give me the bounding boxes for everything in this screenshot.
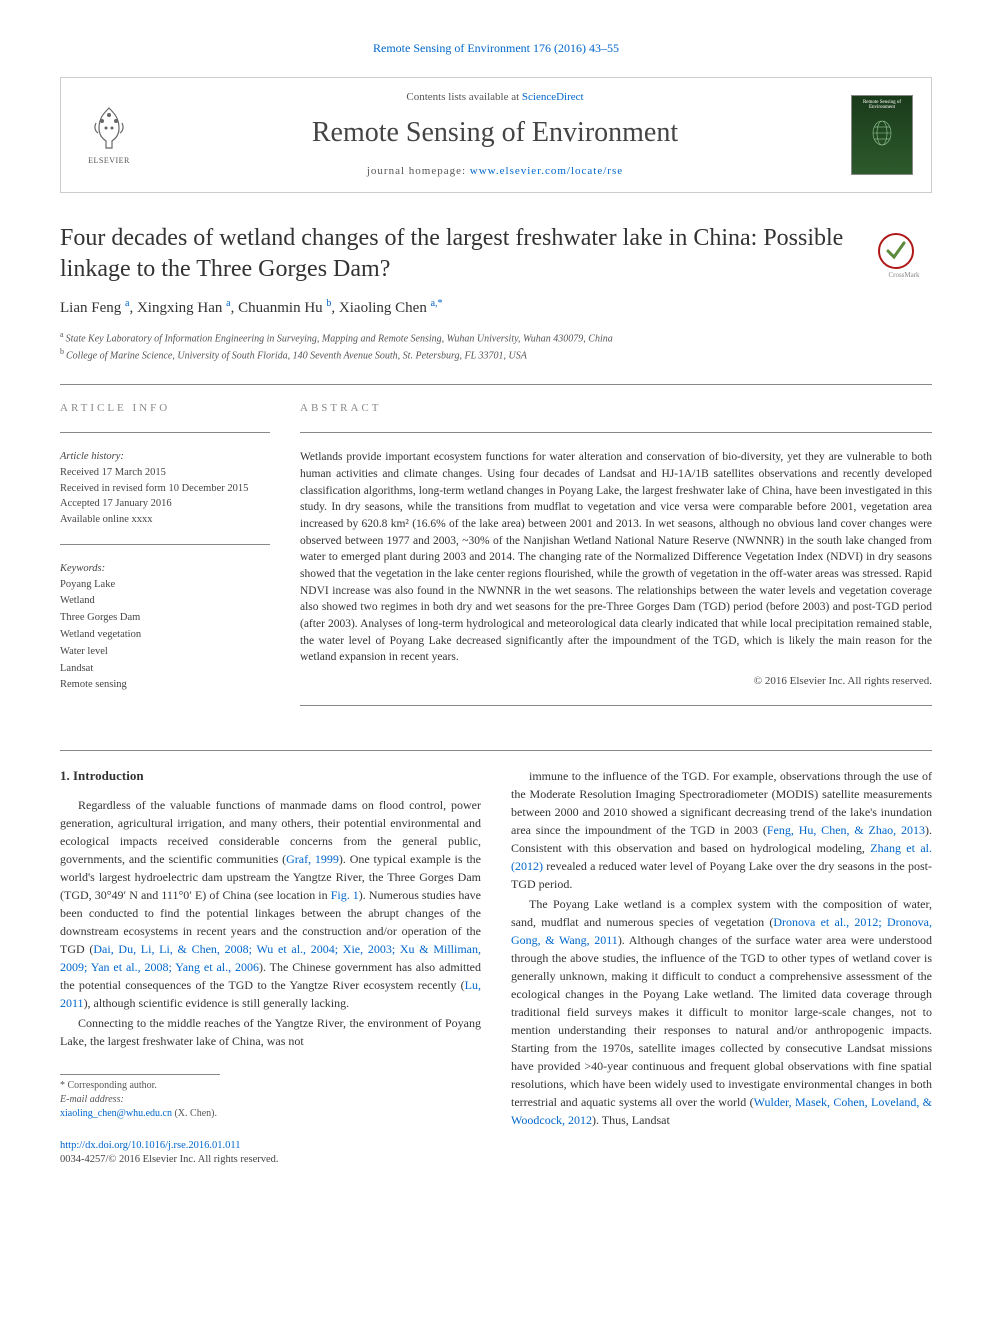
abstract-heading: ABSTRACT [300,401,932,416]
divider [60,750,932,751]
journal-citation: Remote Sensing of Environment 176 (2016)… [60,40,932,57]
elsevier-logo[interactable]: ELSEVIER [79,100,139,170]
citation-link[interactable]: Graf, 1999 [286,852,339,866]
affiliations: a State Key Laboratory of Information En… [60,329,932,364]
contents-available: Contents lists available at ScienceDirec… [139,90,851,105]
keywords-block: Keywords: Poyang LakeWetlandThree Gorges… [60,561,270,694]
divider [60,432,270,433]
citation-link[interactable]: Feng, Hu, Chen, & Zhao, 2013 [767,823,925,837]
citation-link[interactable]: Remote Sensing of Environment 176 (2016)… [373,41,619,55]
author-affiliation-marker[interactable]: a [125,298,129,309]
authors-line: Lian Feng a, Xingxing Han a, Chuanmin Hu… [60,297,932,319]
journal-cover-thumbnail[interactable]: Remote Sensing of Environment [851,95,913,175]
sciencedirect-link[interactable]: ScienceDirect [522,91,584,103]
abstract-copyright: © 2016 Elsevier Inc. All rights reserved… [300,674,932,689]
body-column-left: Regardless of the valuable functions of … [60,796,481,1050]
divider [300,705,932,706]
divider [60,544,270,545]
citation-link[interactable]: Lu, 2011 [60,978,481,1010]
cover-globe-icon [870,117,894,149]
section-heading: 1. Introduction [60,767,481,785]
article-title: Four decades of wetland changes of the l… [60,223,856,285]
citation-link[interactable]: Dronova et al., 2012; Dronova, Gong, & W… [511,915,932,947]
divider [300,432,932,433]
issn-line: 0034-4257/© 2016 Elsevier Inc. All right… [60,1153,481,1168]
divider [60,384,932,385]
journal-homepage: journal homepage: www.elsevier.com/locat… [139,164,851,179]
homepage-link[interactable]: www.elsevier.com/locate/rse [470,165,623,177]
citation-link[interactable]: Fig. 1 [331,888,359,902]
elsevier-tree-icon [84,103,134,153]
author-affiliation-marker[interactable]: b [326,298,331,309]
corresponding-author: * Corresponding author. E-mail address: … [60,1074,220,1121]
crossmark-badge[interactable]: CrossMark [876,227,932,283]
journal-header: ELSEVIER Contents lists available at Sci… [60,77,932,193]
article-info-heading: ARTICLE INFO [60,401,270,416]
email-link[interactable]: xiaoling_chen@whu.edu.cn [60,1108,172,1119]
body-column-right: immune to the influence of the TGD. For … [511,767,932,1129]
journal-name: Remote Sensing of Environment [139,113,851,152]
author-affiliation-marker[interactable]: a,* [431,298,443,309]
citation-link[interactable]: Wulder, Masek, Cohen, Loveland, & Woodco… [511,1095,932,1127]
abstract-text: Wetlands provide important ecosystem fun… [300,449,932,666]
article-history: Article history: Received 17 March 2015R… [60,449,270,528]
doi-link[interactable]: http://dx.doi.org/10.1016/j.rse.2016.01.… [60,1140,241,1151]
citation-link[interactable]: Dai, Du, Li, Li, & Chen, 2008; Wu et al.… [60,942,481,974]
author-affiliation-marker[interactable]: a [226,298,230,309]
svg-text:CrossMark: CrossMark [888,271,920,279]
citation-link[interactable]: Zhang et al. (2012) [511,841,932,873]
doi-line: http://dx.doi.org/10.1016/j.rse.2016.01.… [60,1139,481,1154]
elsevier-name: ELSEVIER [88,155,130,166]
